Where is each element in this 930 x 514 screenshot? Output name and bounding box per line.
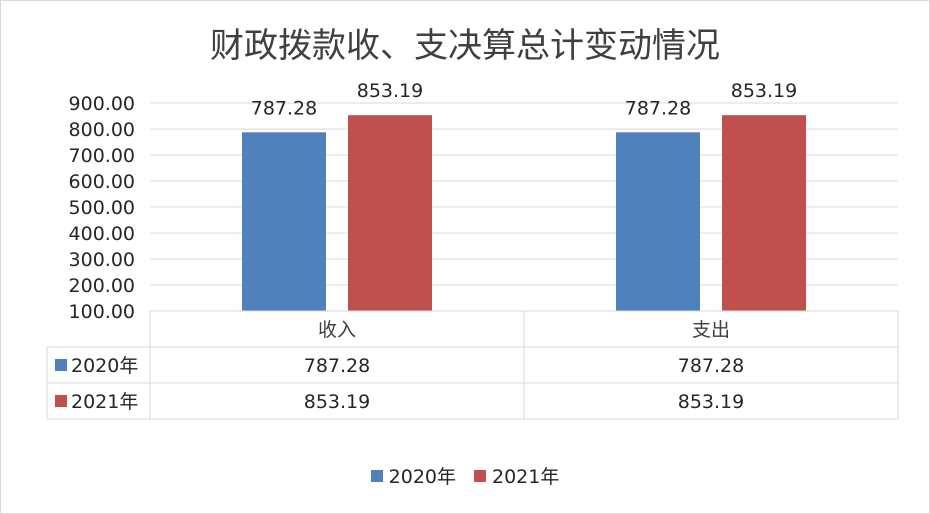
legend-label: 2020年 — [388, 466, 456, 488]
table-cell-value: 853.19 — [304, 391, 370, 413]
legend-swatch — [474, 469, 486, 482]
bar-2021年-收入 — [348, 115, 432, 312]
y-tick-label: 300.00 — [69, 249, 135, 271]
data-label: 787.28 — [625, 97, 691, 119]
table-cell-value: 787.28 — [304, 355, 370, 377]
legend-label: 2021年 — [492, 466, 560, 488]
y-tick-label: 500.00 — [69, 197, 135, 219]
table-cell-value: 853.19 — [678, 391, 744, 413]
legend-swatch — [370, 469, 383, 482]
category-label: 支出 — [692, 319, 730, 341]
legend-item: 2021年 — [474, 462, 559, 489]
y-tick-label: 600.00 — [69, 171, 135, 193]
bar-2021年-支出 — [722, 115, 806, 312]
chart-title: 财政拨款收、支决算总计变动情况 — [210, 26, 720, 66]
y-tick-label: 900.00 — [69, 93, 135, 115]
y-tick-label: 700.00 — [69, 145, 135, 167]
table-legend-key — [55, 395, 67, 407]
y-tick-label: 100.00 — [69, 301, 135, 323]
chart-legend: 2020年 2021年 — [0, 462, 930, 489]
bar-2020年-支出 — [616, 132, 700, 311]
data-label: 853.19 — [357, 80, 423, 102]
data-label: 853.19 — [731, 80, 797, 102]
table-series-name: 2021年 — [71, 391, 138, 413]
table-cell-value: 787.28 — [678, 355, 744, 377]
data-label: 787.28 — [251, 97, 317, 119]
bar-2020年-收入 — [242, 132, 326, 311]
y-tick-label: 400.00 — [69, 223, 135, 245]
table-series-name: 2020年 — [71, 355, 138, 377]
y-tick-label: 200.00 — [69, 275, 135, 297]
table-legend-key — [55, 359, 67, 371]
y-tick-label: 800.00 — [69, 119, 135, 141]
category-label: 收入 — [318, 319, 356, 341]
legend-item: 2020年 — [370, 462, 456, 489]
